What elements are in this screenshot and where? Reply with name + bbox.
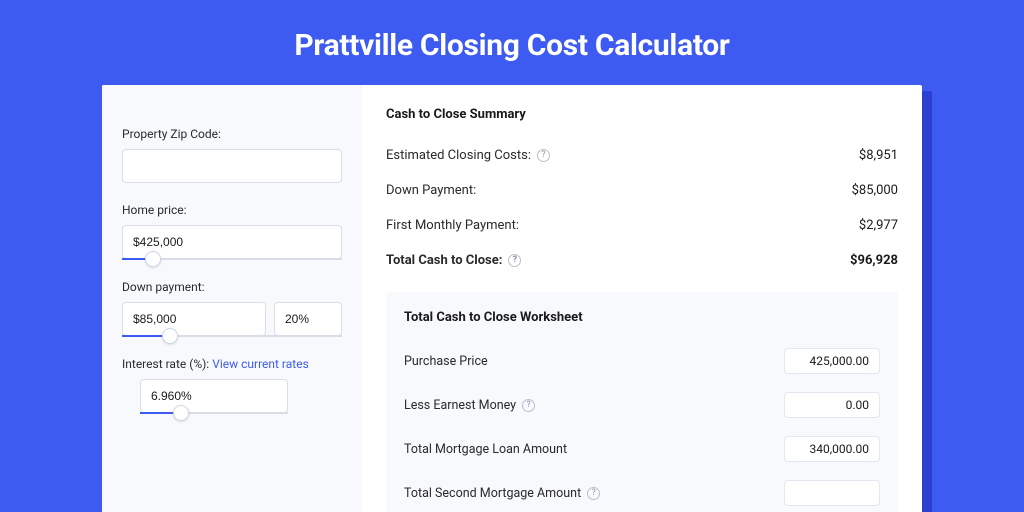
home-price-field: Home price:: [122, 203, 342, 260]
interest-rate-label-text: Interest rate (%):: [122, 357, 209, 371]
interest-rate-input[interactable]: [140, 379, 288, 413]
worksheet-row-value[interactable]: [784, 480, 880, 506]
down-payment-slider-thumb[interactable]: [162, 328, 178, 344]
page-title: Prattville Closing Cost Calculator: [0, 0, 1024, 85]
summary-rows: Estimated Closing Costs:? $8,951 Down Paym…: [386, 138, 898, 278]
worksheet-row-label-text: Less Earnest Money: [404, 398, 516, 413]
worksheet-rows: Purchase Price 425,000.00 Less Earnest Mon…: [404, 339, 880, 512]
down-payment-label: Down payment:: [122, 280, 342, 294]
summary-row: First Monthly Payment: $2,977: [386, 208, 898, 243]
worksheet-row-value[interactable]: 340,000.00: [784, 436, 880, 462]
summary-row-value: $96,928: [850, 253, 898, 268]
worksheet-row-label: Less Earnest Money?: [404, 398, 535, 413]
zip-input[interactable]: [122, 149, 342, 183]
summary-title: Cash to Close Summary: [386, 107, 898, 122]
summary-row-label: Estimated Closing Costs:?: [386, 148, 550, 163]
home-price-slider[interactable]: [122, 258, 342, 260]
worksheet-row-label-text: Total Mortgage Loan Amount: [404, 442, 567, 457]
worksheet-row-label: Total Mortgage Loan Amount: [404, 442, 567, 457]
view-rates-link[interactable]: View current rates: [212, 357, 309, 371]
summary-row: Total Cash to Close:? $96,928: [386, 243, 898, 278]
down-payment-input[interactable]: [122, 302, 266, 336]
zip-field: Property Zip Code:: [122, 127, 342, 183]
help-icon[interactable]: ?: [587, 487, 600, 500]
worksheet-row-label: Total Second Mortgage Amount?: [404, 486, 600, 501]
summary-row: Down Payment: $85,000: [386, 173, 898, 208]
down-payment-percent-input[interactable]: [274, 302, 342, 336]
worksheet-row: Total Mortgage Loan Amount 340,000.00: [404, 427, 880, 471]
down-payment-slider[interactable]: [122, 335, 342, 337]
summary-row: Estimated Closing Costs:? $8,951: [386, 138, 898, 173]
summary-row-label-text: First Monthly Payment:: [386, 218, 519, 233]
summary-section: Cash to Close Summary Estimated Closing …: [386, 107, 898, 278]
worksheet-row: Total Second Mortgage Amount?: [404, 471, 880, 512]
home-price-label: Home price:: [122, 203, 342, 217]
summary-row-label-text: Down Payment:: [386, 183, 476, 198]
zip-label: Property Zip Code:: [122, 127, 342, 141]
worksheet-row-label-text: Total Second Mortgage Amount: [404, 486, 581, 501]
help-icon[interactable]: ?: [508, 254, 521, 267]
summary-row-value: $85,000: [852, 183, 898, 198]
worksheet-row-value[interactable]: 425,000.00: [784, 348, 880, 374]
summary-row-label-text: Estimated Closing Costs:: [386, 148, 531, 163]
help-icon[interactable]: ?: [537, 149, 550, 162]
calculator-stage: Property Zip Code: Home price: Down paym…: [102, 85, 922, 512]
home-price-slider-thumb[interactable]: [145, 251, 161, 267]
interest-rate-field: Interest rate (%): View current rates: [122, 357, 342, 414]
worksheet-section: Total Cash to Close Worksheet Purchase P…: [386, 292, 898, 512]
results-panel: Cash to Close Summary Estimated Closing …: [362, 85, 922, 512]
interest-rate-slider[interactable]: [140, 412, 288, 414]
summary-row-label-text: Total Cash to Close:: [386, 253, 502, 268]
worksheet-row: Purchase Price 425,000.00: [404, 339, 880, 383]
inputs-panel: Property Zip Code: Home price: Down paym…: [102, 85, 362, 512]
worksheet-row-label: Purchase Price: [404, 354, 488, 369]
summary-row-label: Down Payment:: [386, 183, 476, 198]
interest-rate-label: Interest rate (%): View current rates: [122, 357, 342, 371]
worksheet-row-value[interactable]: 0.00: [784, 392, 880, 418]
calculator-card: Property Zip Code: Home price: Down paym…: [102, 85, 922, 512]
worksheet-title: Total Cash to Close Worksheet: [404, 310, 880, 325]
interest-rate-slider-thumb[interactable]: [173, 405, 189, 421]
worksheet-row-label-text: Purchase Price: [404, 354, 488, 369]
down-payment-field: Down payment:: [122, 280, 342, 337]
summary-row-label: First Monthly Payment:: [386, 218, 519, 233]
summary-row-label: Total Cash to Close:?: [386, 253, 521, 268]
help-icon[interactable]: ?: [522, 399, 535, 412]
worksheet-row: Less Earnest Money? 0.00: [404, 383, 880, 427]
summary-row-value: $8,951: [859, 148, 898, 163]
summary-row-value: $2,977: [859, 218, 898, 233]
